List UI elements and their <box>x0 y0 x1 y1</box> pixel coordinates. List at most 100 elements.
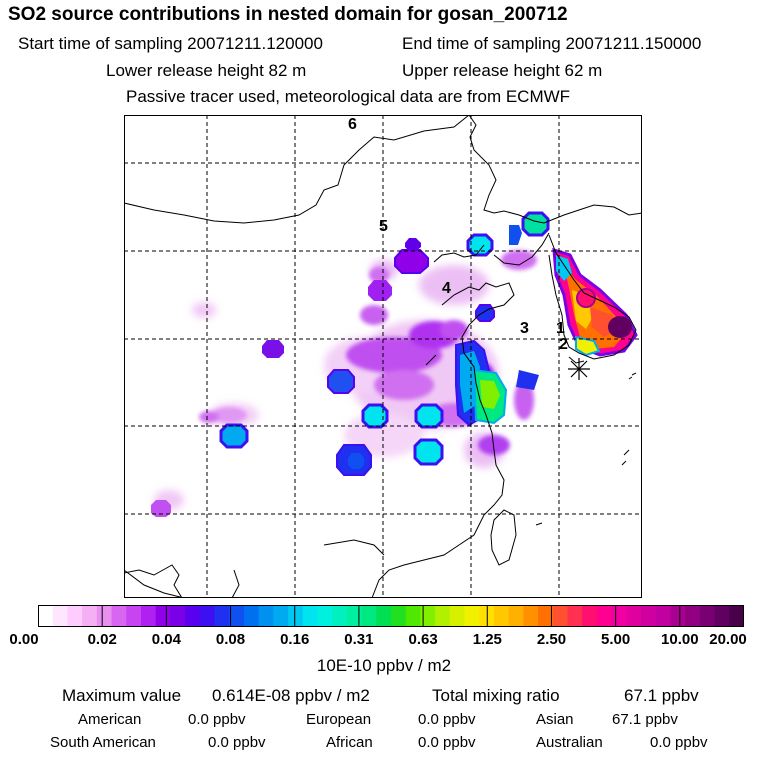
lower-height-label: Lower release height 82 m <box>106 61 307 80</box>
colorbar-cell <box>523 605 539 627</box>
region-name: Australian <box>536 734 603 751</box>
total-label: Total mixing ratio <box>432 686 560 705</box>
colorbar-tick-label: 0.16 <box>280 631 310 648</box>
tracer-note: Passive tracer used, meteorological data… <box>126 87 571 106</box>
colorbar-cell <box>170 605 186 627</box>
colorbar-tick-label: 0.04 <box>151 631 181 648</box>
region-value: 0.0 ppbv <box>208 734 266 751</box>
colorbar-cell <box>229 605 245 627</box>
point-label-4: 4 <box>442 280 451 297</box>
region-value: 0.0 ppbv <box>418 734 476 751</box>
colorbar-cell <box>82 605 98 627</box>
region-name: European <box>306 711 372 728</box>
colorbar-cell <box>508 605 524 627</box>
korea-hotspot <box>552 247 638 357</box>
region-name: American <box>78 711 142 728</box>
colorbar-tick-label: 2.50 <box>536 631 567 648</box>
colorbar-cell <box>317 605 333 627</box>
region-value: 0.0 ppbv <box>418 711 476 728</box>
colorbar-cell <box>111 605 127 627</box>
colorbar-cell <box>52 605 69 627</box>
region-value: 0.0 ppbv <box>650 734 708 751</box>
start-time-label: Start time of sampling 20071211.120000 <box>18 34 323 53</box>
point-label-6: 6 <box>348 116 357 133</box>
colorbar-cells <box>38 605 744 627</box>
total-value: 67.1 ppbv <box>624 686 699 705</box>
colorbar-unit: 10E-10 ppbv / m2 <box>316 656 452 675</box>
colorbar-cell <box>405 605 422 627</box>
colorbar-cell <box>332 605 348 627</box>
colorbar-cell <box>582 605 598 627</box>
colorbar-dividers <box>101 605 681 627</box>
region-value: 67.1 ppbv <box>612 711 678 728</box>
colorbar-tick-label: 1.25 <box>472 631 502 648</box>
colorbar-cell <box>199 605 216 627</box>
colorbar-frame <box>38 605 744 627</box>
colorbar-cell <box>538 605 554 627</box>
colorbar-cell <box>155 605 171 627</box>
point-label-3: 3 <box>520 320 529 337</box>
colorbar-cell <box>420 605 436 627</box>
colorbar-cell <box>685 605 701 627</box>
receptor-star-icon <box>568 358 590 380</box>
colorbar-cell <box>258 605 274 627</box>
region-name: Asian <box>536 711 574 728</box>
point-label-1: 1 <box>556 320 565 337</box>
colorbar-tick-label: 0.00 <box>9 631 39 648</box>
colorbar-cell <box>435 605 451 627</box>
colorbar-cell <box>611 605 627 627</box>
colorbar-tick-label: 0.31 <box>344 631 374 648</box>
colorbar-cell <box>655 605 672 627</box>
shanghai-plume <box>455 339 508 427</box>
concentration-octagons <box>151 211 550 517</box>
colorbar-cell <box>449 605 466 627</box>
plot-title: SO2 source contributions in nested domai… <box>8 4 568 25</box>
colorbar-cell <box>626 605 642 627</box>
colorbar-cell <box>670 605 686 627</box>
colorbar-cell <box>464 605 480 627</box>
colorbar-cell <box>214 605 230 627</box>
colorbar-cell <box>567 605 583 627</box>
colorbar-cell <box>376 605 392 627</box>
colorbar-cell <box>140 605 157 627</box>
colorbar-cell <box>126 605 142 627</box>
colorbar-tick-label: 5.00 <box>600 631 631 648</box>
colorbar-cell <box>346 605 363 627</box>
colorbar-cell <box>185 605 201 627</box>
colorbar-cell <box>302 605 319 627</box>
point-label-2: 2 <box>559 336 568 353</box>
colorbar-cell <box>493 605 510 627</box>
max-label: Maximum value <box>62 686 182 705</box>
colorbar-cell <box>391 605 407 627</box>
colorbar-cell <box>714 605 730 627</box>
colorbar-cell <box>243 605 260 627</box>
map-panel: 6 5 4 3 1 2 <box>123 114 643 599</box>
colorbar <box>38 605 744 627</box>
colorbar-cell <box>699 605 716 627</box>
max-value: 0.614E-08 ppbv / m2 <box>212 686 370 705</box>
colorbar-tick-label: 0.08 <box>215 631 246 648</box>
region-name: African <box>326 734 373 751</box>
colorbar-cell <box>361 605 377 627</box>
colorbar-cell <box>641 605 657 627</box>
upper-height-label: Upper release height 62 m <box>402 61 603 80</box>
map-svg: 6 5 4 3 1 2 <box>123 114 643 599</box>
colorbar-cell <box>273 605 289 627</box>
colorbar-cell <box>96 605 113 627</box>
region-value: 0.0 ppbv <box>188 711 246 728</box>
colorbar-cell <box>552 605 569 627</box>
colorbar-cell <box>288 605 304 627</box>
map-frame <box>124 115 642 598</box>
colorbar-tick-label: 10.00 <box>661 631 699 648</box>
colorbar-cell <box>67 605 83 627</box>
colorbar-cell <box>596 605 613 627</box>
colorbar-tick-label: 0.02 <box>87 631 117 648</box>
colorbar-tick-label: 20.00 <box>709 631 747 648</box>
point-label-5: 5 <box>379 218 388 235</box>
end-time-label: End time of sampling 20071211.150000 <box>402 34 702 53</box>
coastlines <box>123 114 643 599</box>
lat-lon-grid <box>124 115 642 598</box>
region-name: South American <box>50 734 156 751</box>
colorbar-cell <box>729 605 744 627</box>
colorbar-tick-label: 0.63 <box>408 631 438 648</box>
